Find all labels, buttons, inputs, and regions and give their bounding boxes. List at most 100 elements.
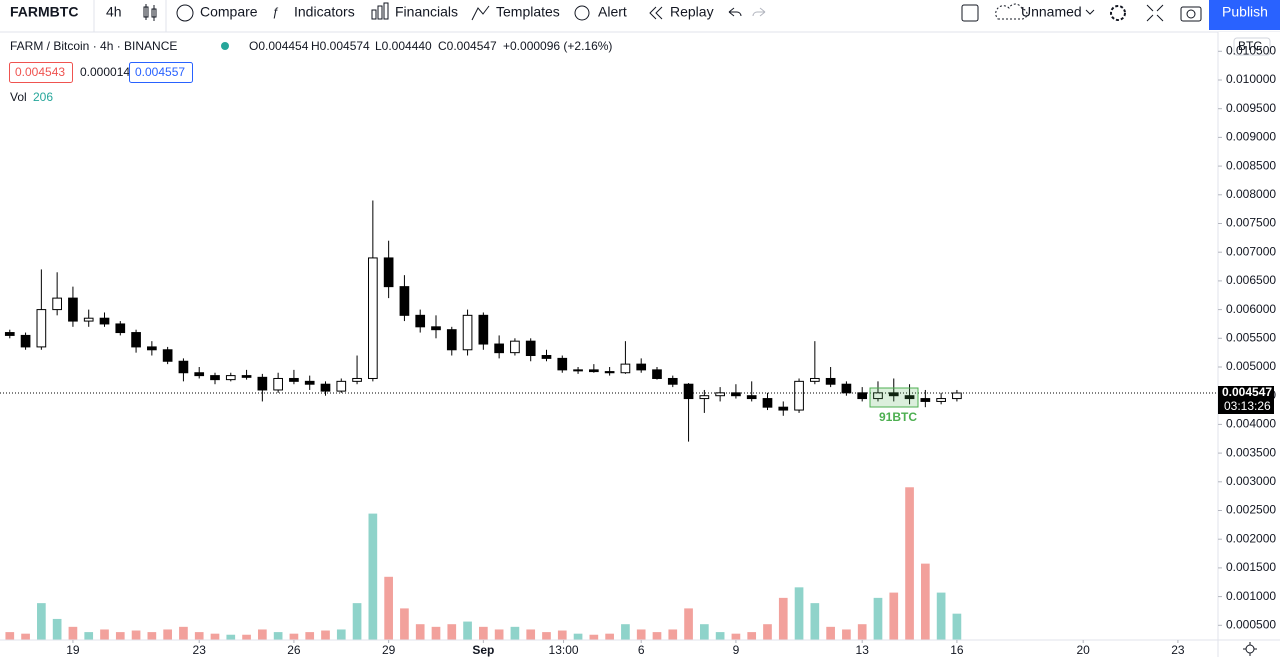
candle-body [162, 349, 173, 362]
volume-bar [873, 597, 883, 640]
volume-bar [258, 629, 267, 640]
volume-bar [289, 633, 299, 640]
volume-bar [510, 626, 520, 640]
layout-name[interactable]: Unnamed [1021, 4, 1082, 20]
volume-bar [368, 513, 378, 640]
toolbar [0, 0, 1280, 32]
candle-body [952, 392, 962, 400]
alert-button[interactable]: Alert [598, 4, 627, 20]
candle-body [857, 392, 868, 400]
candle-body [257, 376, 268, 391]
volume-bar [621, 624, 630, 640]
candle-body [336, 380, 347, 392]
candle-body [778, 406, 789, 411]
volume-label: Vol [10, 90, 27, 104]
volume-bar [605, 633, 614, 640]
legend-low: L0.004440 [375, 39, 432, 53]
candle-body [83, 317, 94, 322]
volume-bar [747, 632, 757, 640]
volume-bar [905, 487, 914, 640]
y-tick-label: 0.000500 [1226, 617, 1276, 631]
x-tick-label: 19 [66, 643, 80, 657]
volume-bar [889, 592, 899, 640]
publish-button[interactable] [1209, 0, 1280, 30]
volume-bar [163, 629, 172, 640]
settings-icon[interactable] [1110, 5, 1126, 21]
symbol[interactable]: FARMBTC [10, 4, 78, 20]
candle-body [131, 332, 141, 348]
legend-change: +0.000096 (+2.16%) [503, 39, 612, 53]
volume-bar [731, 633, 741, 640]
chart-type-icon[interactable] [143, 4, 157, 21]
dropdown-icon[interactable] [1085, 9, 1095, 15]
currency-label[interactable]: BTC [1238, 39, 1262, 53]
volume-bar [52, 618, 62, 640]
currency-button[interactable] [1233, 37, 1271, 56]
publish-label[interactable]: Publish [1222, 4, 1268, 20]
x-tick-label: 6 [638, 643, 645, 657]
volume-bar [763, 624, 772, 640]
volume-bar [5, 632, 15, 640]
candle-body [241, 375, 252, 378]
x-tick-label: 13 [856, 643, 870, 657]
candle-body [762, 398, 773, 408]
undo-icon[interactable] [728, 7, 742, 17]
candle-body [746, 395, 757, 400]
candle-body [794, 380, 804, 411]
candle-body [415, 314, 426, 328]
replay-icon[interactable] [649, 6, 657, 20]
x-tick-label: 13:00 [549, 643, 579, 657]
volume-bar [305, 632, 315, 640]
candle-body [920, 398, 931, 402]
candle-body [20, 334, 31, 348]
replay-icon[interactable] [655, 6, 663, 20]
volume-value: 206 [33, 90, 53, 104]
x-tick-label: 9 [733, 643, 740, 657]
redo-icon[interactable] [752, 7, 766, 17]
volume-bar [542, 632, 551, 640]
y-tick-label: 0.010000 [1226, 72, 1276, 86]
y-tick-label: 0.001500 [1226, 560, 1276, 574]
volume-bar [147, 632, 157, 640]
plot-area [0, 200, 1218, 640]
volume-bar [447, 624, 457, 640]
screenshot-icon[interactable] [1180, 6, 1202, 22]
financials-button[interactable]: Financials [395, 4, 458, 20]
volume-bar [684, 608, 693, 640]
candle-body [115, 323, 126, 334]
volume-bar [700, 624, 709, 640]
fullscreen-icon[interactable] [1146, 4, 1164, 22]
compare-icon[interactable] [176, 4, 194, 22]
volume-bar [415, 624, 425, 640]
y-tick-label: 0.008000 [1226, 187, 1276, 201]
bid: 0.004543 [15, 65, 65, 79]
cloud-icon[interactable] [995, 3, 1028, 20]
candle-body [478, 314, 489, 345]
volume-bar [479, 626, 488, 640]
replay-button[interactable]: Replay [670, 4, 714, 20]
interval[interactable]: 4h [106, 4, 122, 20]
volume-bar [321, 630, 330, 640]
candle-body [873, 392, 883, 400]
candle-body [289, 377, 299, 382]
y-tick-label: 0.007500 [1226, 216, 1276, 230]
indicators-button[interactable]: Indicators [294, 4, 355, 20]
bid-box [9, 62, 73, 83]
candle-body [4, 332, 15, 336]
candle-body [52, 297, 62, 311]
templates-icon[interactable] [471, 5, 490, 21]
y-tick-label: 0.002000 [1226, 531, 1276, 545]
candle-body [888, 392, 899, 397]
indicators-icon[interactable]: ƒ [272, 5, 279, 19]
compare-button[interactable]: Compare [200, 4, 258, 20]
candle-body [383, 257, 394, 288]
financials-icon[interactable] [371, 2, 389, 20]
annotation: 91BTC [879, 410, 917, 424]
templates-button[interactable]: Templates [496, 4, 560, 20]
axis-settings-icon[interactable] [1243, 642, 1257, 656]
alert-icon[interactable] [574, 5, 590, 21]
volume-bar [336, 629, 346, 640]
layout-icon[interactable] [961, 4, 979, 22]
volume-bar [936, 592, 946, 640]
y-tick-label: 0.005000 [1226, 359, 1276, 373]
